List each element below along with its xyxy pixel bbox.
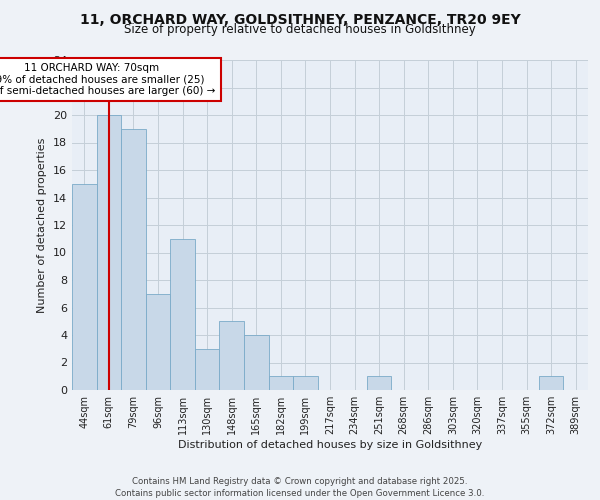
Bar xyxy=(72,184,97,390)
Bar xyxy=(146,294,170,390)
Bar xyxy=(195,349,220,390)
Bar xyxy=(539,376,563,390)
Y-axis label: Number of detached properties: Number of detached properties xyxy=(37,138,47,312)
Bar xyxy=(121,128,146,390)
Text: Contains public sector information licensed under the Open Government Licence 3.: Contains public sector information licen… xyxy=(115,489,485,498)
X-axis label: Distribution of detached houses by size in Goldsithney: Distribution of detached houses by size … xyxy=(178,440,482,450)
Text: Size of property relative to detached houses in Goldsithney: Size of property relative to detached ho… xyxy=(124,22,476,36)
Text: 11, ORCHARD WAY, GOLDSITHNEY, PENZANCE, TR20 9EY: 11, ORCHARD WAY, GOLDSITHNEY, PENZANCE, … xyxy=(80,12,520,26)
Text: 11 ORCHARD WAY: 70sqm
← 29% of detached houses are smaller (25)
69% of semi-deta: 11 ORCHARD WAY: 70sqm ← 29% of detached … xyxy=(0,62,215,96)
Bar xyxy=(367,376,391,390)
Text: Contains HM Land Registry data © Crown copyright and database right 2025.: Contains HM Land Registry data © Crown c… xyxy=(132,478,468,486)
Bar xyxy=(293,376,318,390)
Bar xyxy=(220,322,244,390)
Bar xyxy=(170,239,195,390)
Bar xyxy=(269,376,293,390)
Bar xyxy=(244,335,269,390)
Bar xyxy=(97,115,121,390)
